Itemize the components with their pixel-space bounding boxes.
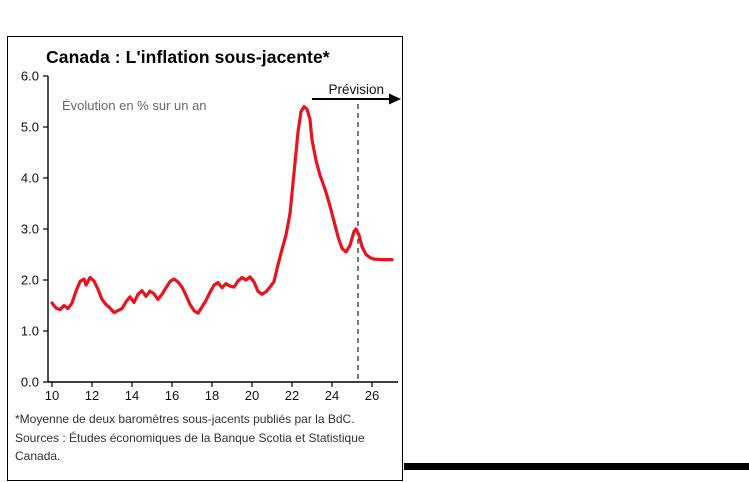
svg-text:26: 26 (365, 388, 379, 403)
forecast-label: Prévision (328, 82, 384, 97)
svg-text:3.0: 3.0 (21, 222, 39, 237)
page-divider-line (404, 463, 749, 470)
svg-text:1.0: 1.0 (21, 324, 39, 339)
svg-text:14: 14 (125, 388, 139, 403)
svg-text:18: 18 (205, 388, 219, 403)
svg-text:10: 10 (45, 388, 59, 403)
svg-text:2.0: 2.0 (21, 273, 39, 288)
svg-text:0.0: 0.0 (21, 375, 39, 390)
svg-text:4.0: 4.0 (21, 171, 39, 186)
svg-text:22: 22 (285, 388, 299, 403)
svg-text:5.0: 5.0 (21, 120, 39, 135)
svg-text:16: 16 (165, 388, 179, 403)
svg-text:24: 24 (325, 388, 339, 403)
chart-footnote: *Moyenne de deux baromètres sous-jacents… (15, 412, 365, 464)
svg-text:12: 12 (85, 388, 99, 403)
chart-panel: Canada : L'inflation sous-jacente* 0.0 1.… (7, 36, 403, 481)
chart-title: Canada : L'inflation sous-jacente* (46, 47, 330, 67)
svg-text:20: 20 (245, 388, 259, 403)
inflation-line-chart: 0.01.02.03.04.05.06.010 12 14 16 18 20 22 24 26 … (21, 70, 401, 403)
chart-render-layer: 0.0 1.0 2.0 3.0 4.0 5.0 6.0 10 12 14 16 18 20 22 24 26 (21, 70, 401, 403)
yoy-annotation: Évolution en % sur un an (62, 98, 207, 113)
svg-text:6.0: 6.0 (21, 70, 39, 84)
